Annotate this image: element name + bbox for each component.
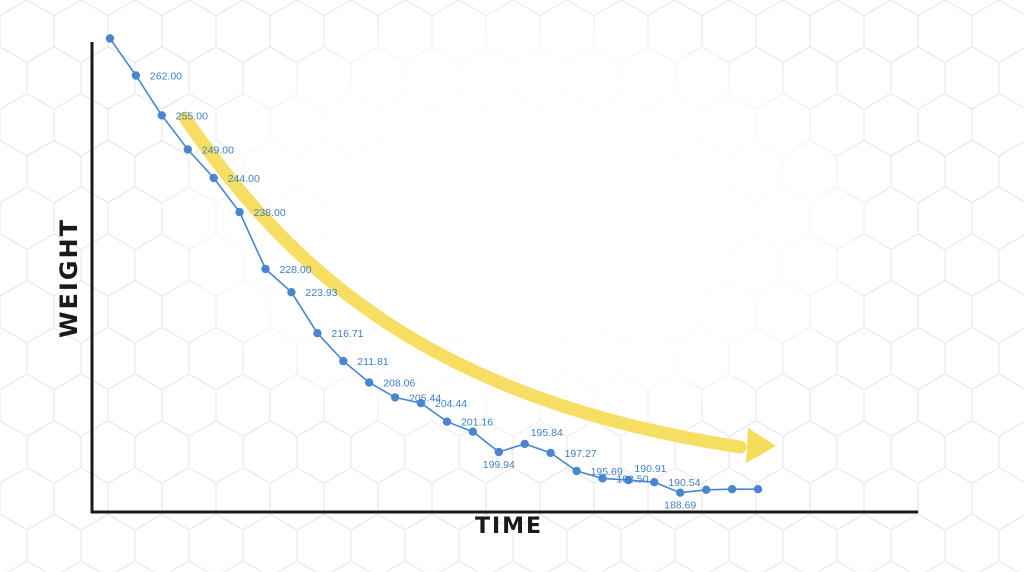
data-point-6 xyxy=(235,207,244,217)
data-point-20 xyxy=(598,474,607,483)
data-label-6: 238.00 xyxy=(254,207,286,219)
data-point-24 xyxy=(702,485,711,494)
data-label-2: 262.00 xyxy=(150,71,182,83)
data-label-11: 208.06 xyxy=(383,378,415,390)
background-glow xyxy=(100,0,940,510)
data-point-10 xyxy=(339,356,348,366)
data-label-19: 195.69 xyxy=(591,466,623,478)
data-point-5 xyxy=(209,173,218,183)
data-label-7: 228.00 xyxy=(280,264,312,276)
data-label-3: 255.00 xyxy=(176,110,208,122)
data-point-13 xyxy=(416,398,426,408)
data-point-15 xyxy=(468,427,478,436)
data-label-9: 216.71 xyxy=(331,328,363,340)
data-label-14: 201.16 xyxy=(461,417,493,429)
weight-series: 262.00 255.00 249.00 244.00 238.00 228.00 223.… xyxy=(105,34,763,512)
data-label-12: 205.44 xyxy=(409,392,441,404)
data-label-13: 204.44 xyxy=(435,398,467,410)
data-point-1 xyxy=(105,34,115,43)
data-point-4 xyxy=(183,145,192,154)
data-label-5: 244.00 xyxy=(228,173,260,185)
data-label-21: 190.91 xyxy=(634,463,666,475)
data-label-4: 249.00 xyxy=(202,145,234,157)
data-label-23: 188.69 xyxy=(664,500,696,512)
data-point-19 xyxy=(572,466,581,476)
data-point-26 xyxy=(753,485,763,494)
trend-arrow-shaft xyxy=(178,111,747,454)
data-point-11 xyxy=(365,378,374,387)
data-point-18 xyxy=(546,448,555,458)
data-point-16 xyxy=(494,447,503,457)
data-label-18: 197.27 xyxy=(565,448,597,460)
data-label-16: 199.94 xyxy=(483,459,515,471)
data-point-25 xyxy=(727,485,737,494)
y-axis-title: WEIGHT xyxy=(55,218,83,338)
data-label-8: 223.93 xyxy=(305,287,337,299)
trend-arrow xyxy=(178,111,776,463)
data-label-10: 211.81 xyxy=(357,356,388,368)
data-point-12 xyxy=(390,393,400,402)
data-label-20: 192.50 xyxy=(617,473,649,485)
data-label-17: 195.84 xyxy=(531,427,563,439)
x-axis-title: TIME xyxy=(475,514,543,539)
data-point-2 xyxy=(131,71,141,80)
trend-arrow-head xyxy=(746,428,776,463)
data-point-7 xyxy=(261,264,270,274)
data-point-14 xyxy=(442,417,452,426)
data-point-21 xyxy=(624,475,633,485)
data-point-22 xyxy=(650,478,659,487)
data-point-8 xyxy=(287,288,296,297)
series-line xyxy=(109,38,758,494)
data-label-22: 190.54 xyxy=(668,477,700,489)
data-point-23 xyxy=(676,488,685,497)
data-point-17 xyxy=(520,439,529,449)
data-point-3 xyxy=(157,111,166,120)
data-point-9 xyxy=(313,329,322,338)
